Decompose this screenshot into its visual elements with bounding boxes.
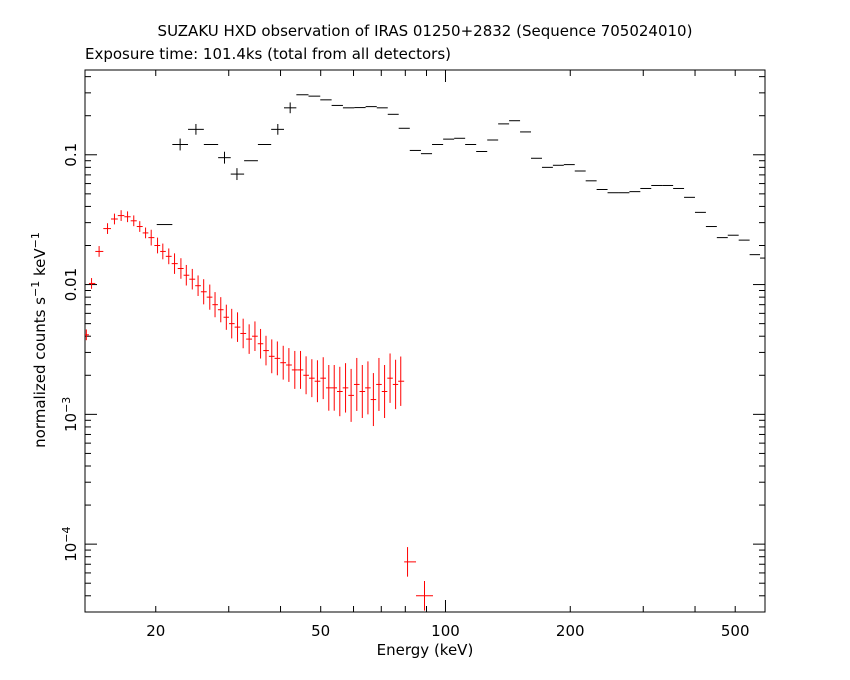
data-point-series2 <box>195 275 201 296</box>
x-tick-label: 200 <box>556 622 585 640</box>
data-point-series2 <box>223 304 230 330</box>
y-axis-label-exp1: −1 <box>29 281 42 297</box>
tick-labels: 20 50 100 200 500 0.1 0.01 10−3 10−4 <box>60 143 750 640</box>
y-tick-label: 0.01 <box>62 268 80 301</box>
data-point-series2 <box>387 353 393 403</box>
data-point-series2 <box>359 365 366 418</box>
data-point-series1 <box>230 168 245 181</box>
data-point-series2 <box>217 297 224 323</box>
data-point-series2 <box>370 373 377 427</box>
data-point-series2 <box>353 357 360 411</box>
data-point-series2 <box>252 321 258 352</box>
data-point-series2 <box>246 324 253 354</box>
data-point-series2 <box>103 223 111 234</box>
data-point-series2 <box>136 221 143 232</box>
data-point-series2 <box>268 339 275 374</box>
data-point-series2 <box>183 264 190 286</box>
data-point-series1 <box>283 102 297 114</box>
data-point-series2 <box>326 365 332 411</box>
data-point-series2 <box>142 227 149 239</box>
data-point-series2 <box>297 350 304 389</box>
data-point-series2 <box>95 246 104 257</box>
data-point-series1 <box>218 151 231 164</box>
data-point-series2 <box>110 213 118 225</box>
data-point-series2 <box>124 211 131 223</box>
y-axis-label-exp2: −1 <box>29 232 42 248</box>
data-point-series1 <box>271 123 284 135</box>
data-point-series2 <box>177 258 184 279</box>
data-point-series2 <box>165 248 172 265</box>
data-point-series1 <box>172 138 189 151</box>
data-point-series2 <box>160 243 166 260</box>
y-axis-label: normalized counts s−1 keV−1 <box>29 232 49 448</box>
data-point-series2 <box>404 547 417 577</box>
y-axis-label-mid: keV <box>31 248 49 281</box>
data-point-series2 <box>348 368 354 422</box>
chart-subtitle: Exposure time: 101.4ks (total from all d… <box>85 45 452 63</box>
data-series <box>85 94 765 611</box>
data-point-series2 <box>274 341 281 376</box>
x-tick-label: 500 <box>721 622 750 640</box>
data-point-series2 <box>308 359 315 398</box>
data-point-series1 <box>188 123 204 135</box>
data-point-series2 <box>171 253 178 274</box>
data-point-series2 <box>154 237 161 254</box>
y-tick-label: 10−3 <box>60 397 80 432</box>
data-point-series2 <box>381 365 388 418</box>
x-tick-label: 50 <box>311 622 330 640</box>
data-point-series2 <box>392 359 399 410</box>
data-point-series2 <box>337 366 343 417</box>
x-tick-label: 100 <box>431 622 460 640</box>
y-tick-label: 10−4 <box>60 526 80 561</box>
y-tick-label: 0.1 <box>62 143 80 167</box>
data-point-series2 <box>117 210 125 221</box>
data-point-series2 <box>200 279 207 305</box>
data-point-series2 <box>234 312 241 342</box>
data-point-series2 <box>331 365 338 411</box>
data-point-series2 <box>263 335 269 366</box>
y-axis-label-prefix: normalized counts s <box>31 297 49 448</box>
data-point-series2 <box>376 357 382 411</box>
data-point-series2 <box>148 229 155 246</box>
data-point-series2 <box>240 318 247 349</box>
plot-frame <box>84 69 766 613</box>
axis-ticks <box>85 70 765 613</box>
chart-title: SUZAKU HXD observation of IRAS 01250+283… <box>157 22 693 40</box>
data-point-series2 <box>206 284 213 310</box>
data-point-series2 <box>303 356 309 395</box>
data-point-series2 <box>398 356 405 406</box>
data-point-series2 <box>85 329 89 341</box>
data-point-series2 <box>342 363 349 413</box>
data-point-series2 <box>212 292 218 318</box>
data-point-series2 <box>286 348 292 382</box>
data-point-series2 <box>257 328 264 359</box>
data-point-series2 <box>189 268 196 290</box>
data-point-series2 <box>416 580 433 611</box>
data-point-series2 <box>320 357 327 400</box>
data-point-series2 <box>229 308 235 339</box>
data-point-series2 <box>280 345 287 380</box>
data-point-series2 <box>291 350 298 389</box>
data-point-series2 <box>314 360 321 403</box>
data-point-series2 <box>130 215 137 227</box>
data-point-series2 <box>88 278 96 289</box>
x-tick-label: 20 <box>146 622 165 640</box>
data-point-series2 <box>365 361 371 415</box>
x-axis-label: Energy (keV) <box>377 641 474 659</box>
